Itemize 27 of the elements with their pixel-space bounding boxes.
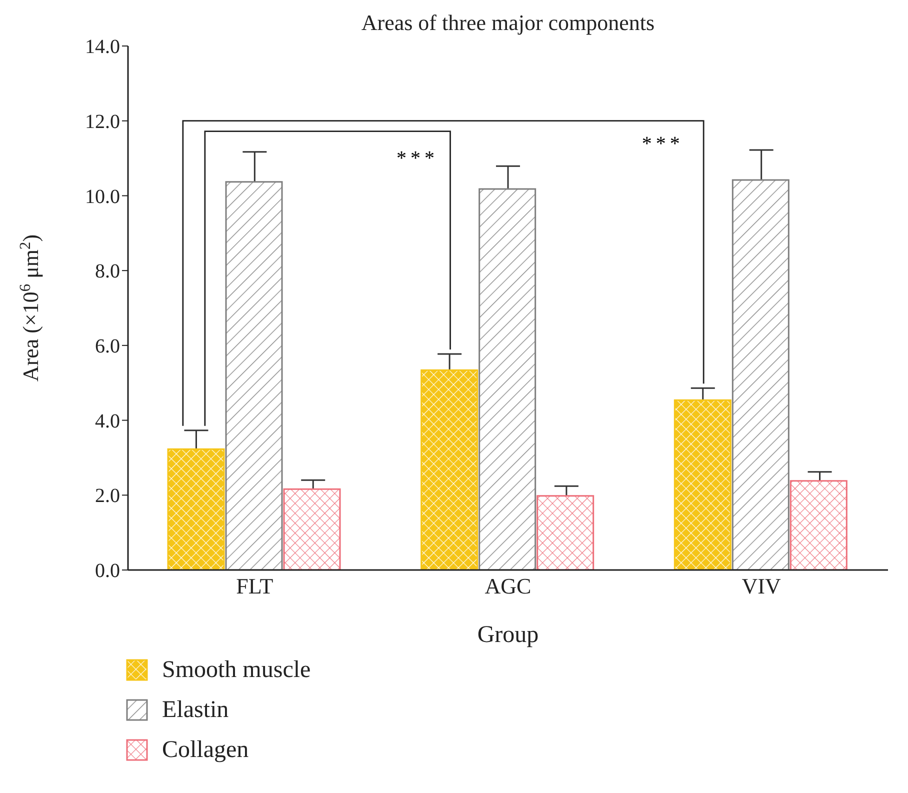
y-tick-label: 8.0: [95, 260, 120, 283]
bar: [674, 399, 732, 570]
bar: [420, 369, 478, 570]
y-tick-label: 6.0: [95, 336, 120, 358]
bar: [732, 179, 790, 570]
x-tick-label: AGC: [484, 574, 532, 599]
legend-label: Elastin: [162, 696, 229, 724]
y-tick-label: 4.0: [95, 410, 120, 432]
annotation: ***: [396, 148, 439, 170]
annotation: ***: [642, 133, 684, 156]
x-tick-label: VIV: [742, 574, 781, 599]
bar: [790, 480, 848, 570]
y-tick-label: 2.0: [95, 485, 120, 508]
x-axis-title: Group: [477, 622, 539, 648]
chart-title: Areas of three major components: [361, 10, 655, 35]
bar: [225, 181, 283, 570]
x-tick-label: FLT: [236, 574, 274, 599]
bar: [478, 188, 536, 570]
bar: [167, 448, 225, 570]
legend-label: Smooth muscle: [162, 656, 311, 684]
y-tick-label: 0.0: [95, 560, 120, 582]
y-tick-label: 12.0: [85, 110, 120, 133]
y-tick-label: 14.0: [85, 36, 120, 58]
bar: [536, 495, 594, 570]
legend-label: Collagen: [162, 736, 249, 764]
y-tick-label: 10.0: [85, 186, 120, 208]
bar: [283, 488, 341, 570]
